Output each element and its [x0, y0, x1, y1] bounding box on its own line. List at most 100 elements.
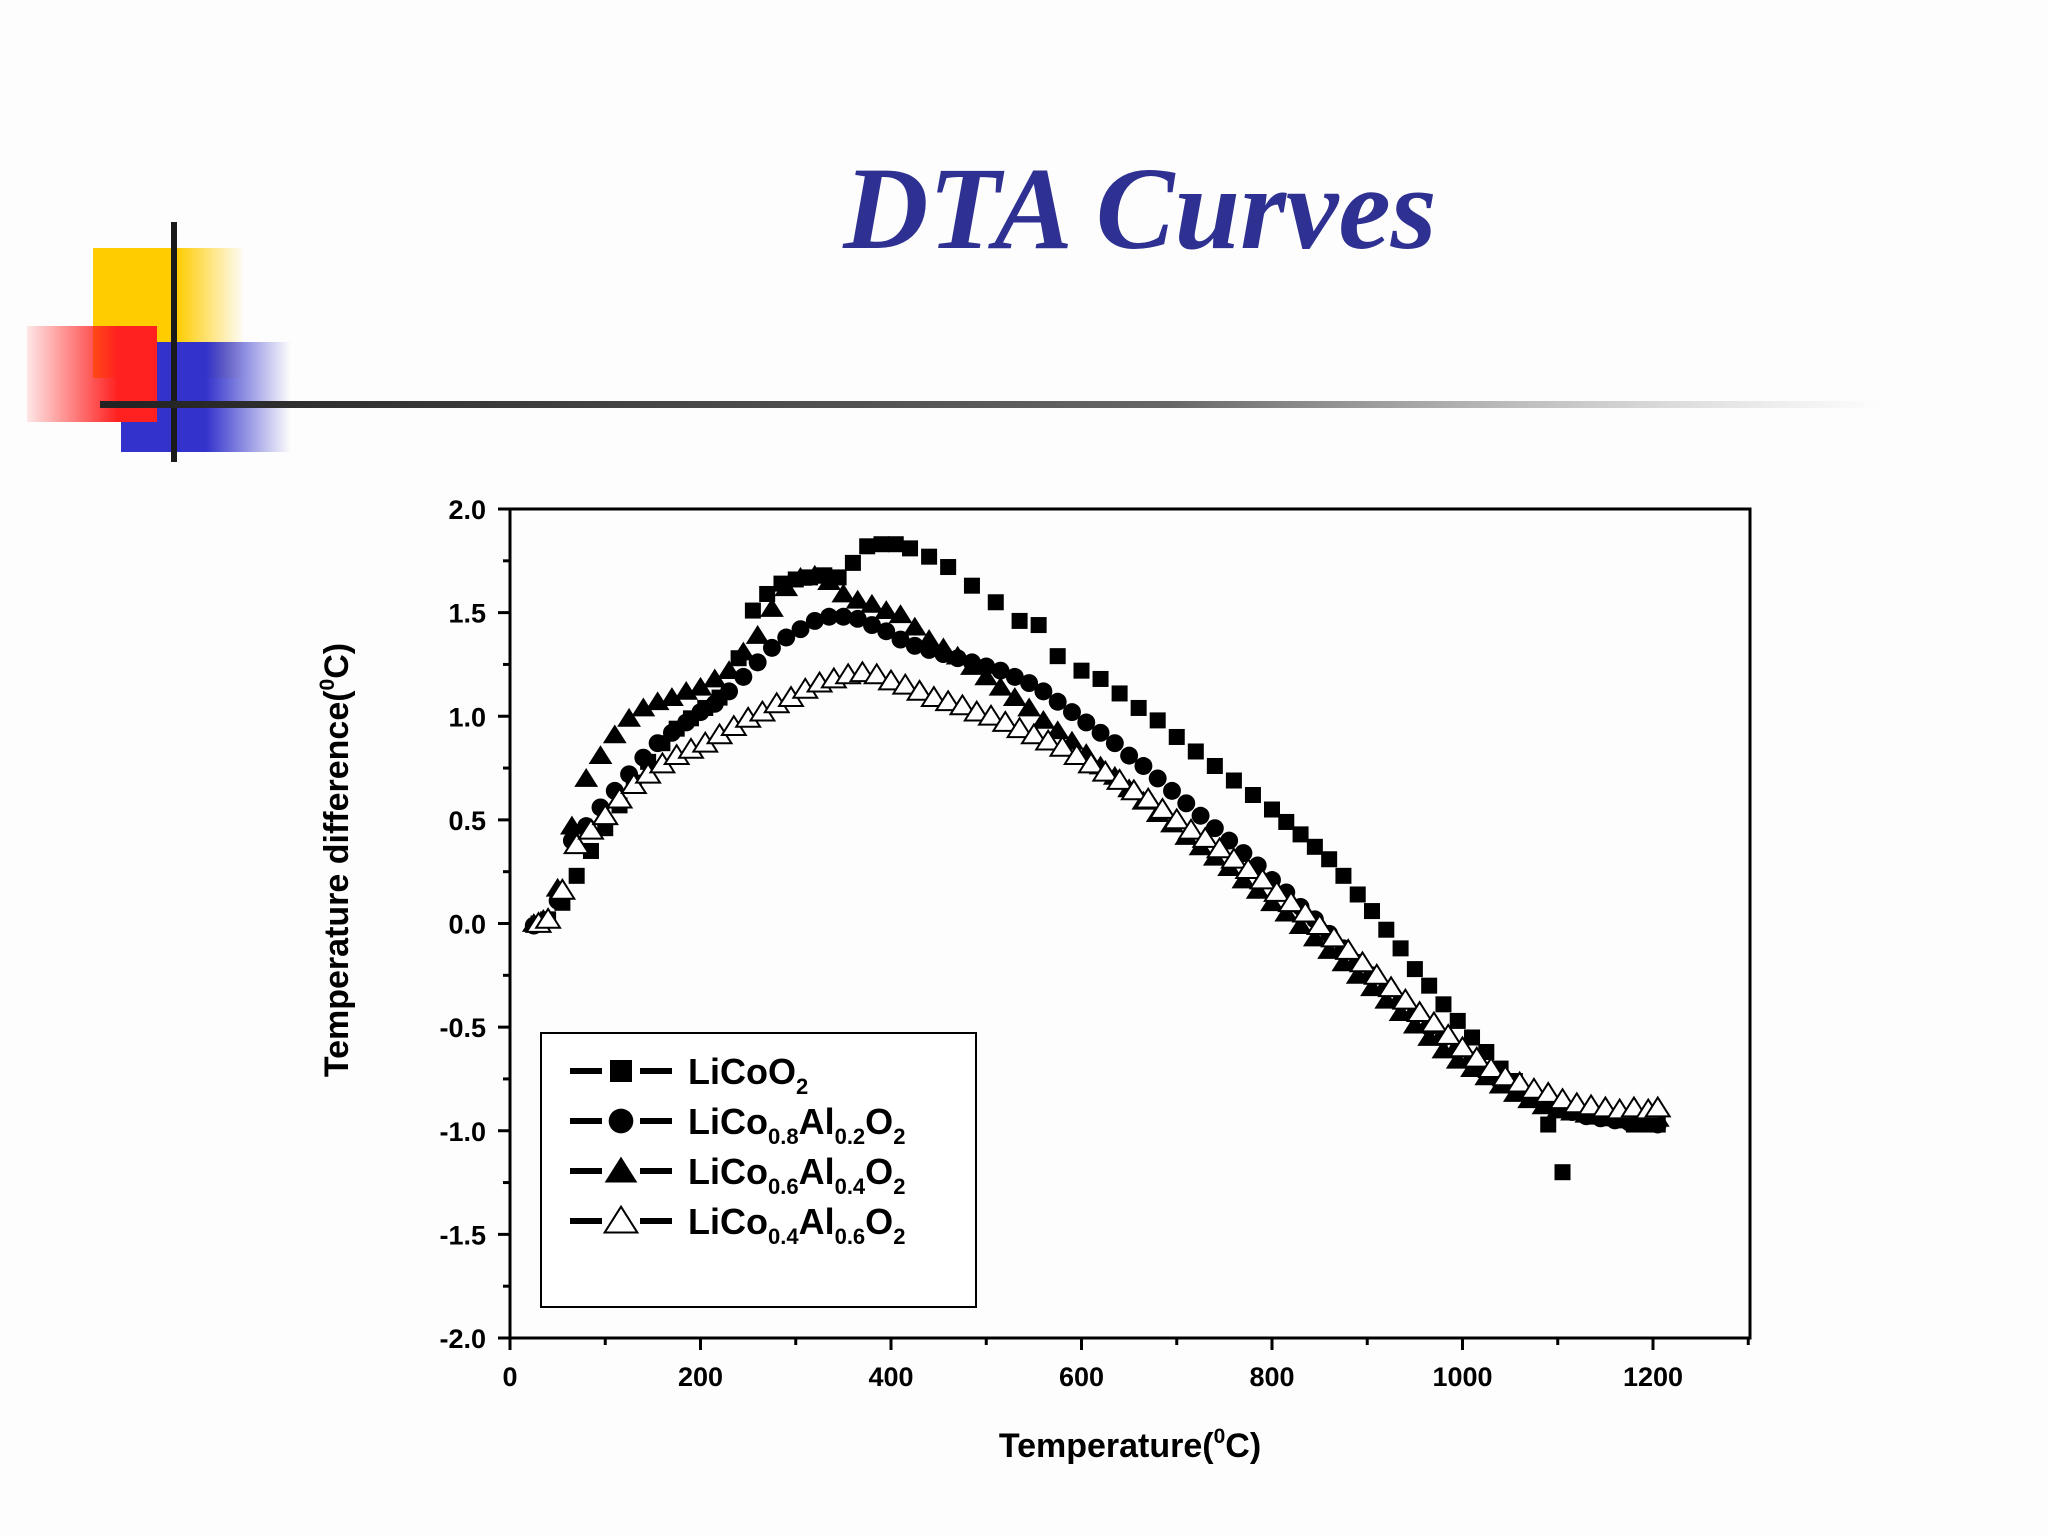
- data-point: [534, 907, 562, 929]
- data-point: [844, 554, 861, 571]
- data-point: [1030, 617, 1047, 634]
- data-point: [560, 815, 584, 835]
- data-point: [677, 713, 696, 732]
- legend-marker: [608, 1108, 634, 1134]
- data-point: [1134, 786, 1162, 809]
- data-point: [1644, 1095, 1672, 1118]
- data-point: [1505, 1070, 1534, 1093]
- data-point: [1391, 987, 1420, 1010]
- data-point: [702, 668, 727, 688]
- legend-label: LiCo0.4Al0.6O2: [688, 1201, 905, 1249]
- data-point: [548, 878, 577, 900]
- data-point: [1031, 709, 1056, 729]
- data-point: [1091, 759, 1120, 782]
- data-point: [591, 803, 619, 826]
- data-point: [1034, 728, 1062, 751]
- data-point: [963, 577, 980, 594]
- data-point: [1317, 940, 1342, 959]
- data-point: [1244, 787, 1261, 804]
- data-point: [1405, 1000, 1434, 1023]
- data-point: [1491, 1064, 1520, 1087]
- data-point: [734, 667, 753, 686]
- data-point: [1449, 1012, 1466, 1029]
- data-point: [662, 723, 681, 742]
- data-point: [1134, 757, 1153, 775]
- data-point: [987, 594, 1004, 611]
- data-point: [940, 559, 957, 576]
- data-point: [1105, 734, 1124, 753]
- data-point: [1130, 699, 1147, 716]
- data-point: [1292, 826, 1309, 843]
- data-point: [1063, 703, 1081, 722]
- data-point: [774, 577, 799, 597]
- data-point: [760, 598, 784, 617]
- data-point: [921, 548, 938, 565]
- x-tick-label: 0: [502, 1362, 517, 1392]
- legend-entry: LiCoO2: [570, 1051, 808, 1099]
- data-point: [1331, 952, 1356, 972]
- data-point: [1334, 938, 1362, 960]
- data-point: [1205, 836, 1234, 859]
- data-point: [1048, 692, 1067, 711]
- data-point: [1421, 977, 1438, 994]
- data-point: [1048, 735, 1077, 757]
- y-tick-label: -1.0: [439, 1117, 486, 1147]
- data-point: [577, 817, 605, 840]
- data-point: [1321, 851, 1338, 868]
- data-point: [988, 676, 1013, 696]
- data-point: [745, 625, 770, 644]
- data-point: [1017, 697, 1042, 717]
- data-point: [891, 672, 920, 695]
- data-point: [859, 538, 876, 555]
- data-point: [902, 540, 919, 557]
- data-point: [1348, 950, 1377, 973]
- data-point: [1148, 797, 1177, 819]
- data-point: [873, 536, 890, 553]
- y-tick-label: -1.5: [439, 1220, 486, 1250]
- data-point: [1291, 900, 1320, 923]
- legend-label: LiCo0.6Al0.4O2: [688, 1151, 905, 1199]
- data-point: [1045, 720, 1070, 740]
- data-point: [1277, 890, 1305, 913]
- slide-title: DTA Curves: [843, 143, 1437, 274]
- data-point: [574, 768, 599, 787]
- data-point: [905, 636, 924, 655]
- data-point: [1187, 743, 1204, 760]
- y-axis-title: Temperature difference(0C): [316, 643, 356, 1077]
- data-point: [1288, 915, 1313, 934]
- legend-entry: LiCo0.6Al0.4O2: [570, 1151, 905, 1199]
- data-point: [1448, 1035, 1477, 1058]
- data-point: [831, 583, 856, 603]
- data-point: [602, 724, 627, 744]
- data-point: [1435, 996, 1452, 1013]
- data-point: [588, 745, 613, 765]
- data-point: [568, 867, 585, 884]
- legend-label: LiCo0.8Al0.2O2: [688, 1101, 905, 1149]
- data-point: [1263, 880, 1291, 902]
- x-tick-label: 1000: [1432, 1362, 1492, 1392]
- data-point: [731, 641, 756, 661]
- x-tick-label: 800: [1249, 1362, 1294, 1392]
- data-point: [1349, 886, 1366, 903]
- data-point: [834, 607, 853, 626]
- series-4: [524, 660, 1672, 1120]
- data-point: [1477, 1056, 1505, 1078]
- data-point: [1234, 857, 1262, 880]
- data-point: [631, 697, 656, 717]
- data-point: [1406, 961, 1423, 978]
- data-point: [1364, 903, 1381, 920]
- data-point: [1360, 977, 1384, 997]
- data-point: [1205, 819, 1224, 838]
- data-point: [1335, 867, 1352, 884]
- data-point: [1005, 716, 1034, 739]
- data-point: [617, 707, 641, 727]
- data-point: [1531, 1095, 1556, 1115]
- y-tick-label: 0.5: [448, 806, 486, 836]
- data-point: [1177, 794, 1196, 813]
- data-point: [887, 536, 904, 553]
- data-point: [874, 600, 899, 619]
- data-point: [1305, 913, 1334, 935]
- legend-entry: LiCo0.8Al0.2O2: [570, 1101, 905, 1149]
